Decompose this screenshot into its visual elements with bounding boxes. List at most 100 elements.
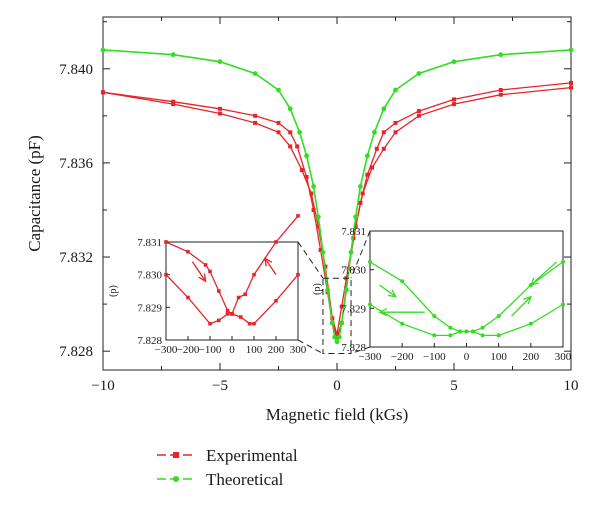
zoom-connector bbox=[350, 346, 371, 354]
inset-point bbox=[252, 321, 256, 326]
theoretical-point bbox=[344, 287, 349, 293]
theoretical-point bbox=[353, 214, 359, 220]
experimental-point bbox=[309, 191, 314, 196]
theoretical-point bbox=[358, 184, 363, 189]
experimental-point bbox=[498, 92, 503, 97]
inset-point bbox=[186, 250, 190, 254]
theoretical-point bbox=[100, 47, 106, 53]
inset-x-tick-label: 0 bbox=[229, 344, 235, 356]
theoretical-point bbox=[451, 59, 457, 65]
inset-experimental: −300 −200 −100 0 100 200 300 7.828 7.829 7.830 7.8… bbox=[108, 214, 307, 356]
inset-point bbox=[230, 312, 234, 316]
inset-x-tick-label: 100 bbox=[490, 351, 507, 363]
experimental-point bbox=[304, 175, 309, 179]
experimental-point bbox=[569, 85, 573, 90]
inset-theoretical: −300 −200 −100 0 100 200 300 7.828 7.829 7.830 7.8… bbox=[312, 226, 572, 363]
y-tick-label: 7.836 bbox=[59, 156, 93, 172]
inset-y-tick-label: 7.829 bbox=[137, 302, 162, 314]
inset-point bbox=[368, 302, 372, 307]
inset-x-tick-label: 300 bbox=[290, 344, 307, 356]
legend: Experimental Theoretical bbox=[157, 446, 298, 489]
theoretical-point bbox=[336, 334, 342, 340]
inset-y-tick-label: 7.831 bbox=[341, 226, 366, 238]
inset-point bbox=[236, 295, 241, 300]
inset-y-tick-label: 7.830 bbox=[341, 265, 366, 277]
theoretical-point bbox=[304, 153, 309, 159]
inset-point bbox=[239, 315, 243, 319]
experimental-point bbox=[318, 248, 323, 252]
theoretical-point bbox=[381, 106, 387, 112]
legend-theoretical-label: Theoretical bbox=[206, 470, 284, 489]
inset-y-tick-label: 7.830 bbox=[137, 270, 162, 282]
experimental-point bbox=[393, 130, 398, 135]
inset-arrow-downleft-shaft bbox=[530, 261, 558, 286]
inset-arrow-downleft-head bbox=[529, 277, 539, 287]
inset-point bbox=[458, 329, 463, 334]
inset-arrow-down-shaft bbox=[191, 261, 207, 282]
experimental-point bbox=[288, 130, 293, 135]
experimental-point bbox=[311, 208, 316, 212]
theoretical-point bbox=[276, 87, 281, 93]
theoretical-point bbox=[365, 153, 370, 159]
x-axis-title: Magnetic field (kGs) bbox=[266, 405, 409, 424]
inset-arrow-down-head bbox=[198, 273, 207, 283]
experimental-point bbox=[370, 165, 375, 170]
experimental-point bbox=[218, 111, 222, 116]
experimental-point bbox=[452, 102, 456, 107]
inset-point bbox=[528, 321, 533, 326]
inset-point bbox=[274, 240, 278, 244]
inset-arrow-down-shaft bbox=[379, 284, 397, 298]
inset-point bbox=[247, 321, 252, 326]
inset-frame bbox=[165, 241, 299, 341]
experimental-line-lower bbox=[102, 82, 572, 335]
inset-point bbox=[274, 299, 278, 303]
experimental-point bbox=[416, 113, 421, 118]
y-tick-label: 7.840 bbox=[59, 62, 93, 78]
experimental-point bbox=[253, 113, 258, 118]
inset-point bbox=[225, 308, 230, 313]
theoretical-point bbox=[252, 71, 258, 76]
theoretical-point bbox=[329, 320, 335, 326]
x-tick-label: 5 bbox=[450, 378, 458, 394]
zoom-connector bbox=[297, 339, 324, 354]
experimental-point bbox=[374, 146, 379, 151]
inset-point bbox=[164, 272, 168, 277]
inset-point bbox=[400, 279, 405, 284]
inset-point bbox=[432, 314, 437, 319]
theoretical-point bbox=[339, 320, 345, 326]
experimental-point bbox=[335, 332, 339, 337]
inset-arrow-upright-shaft bbox=[511, 296, 532, 317]
inset-y-tick-label: 7.831 bbox=[137, 237, 162, 249]
inset-y-axis-title: (p) bbox=[312, 283, 323, 295]
theoretical-point bbox=[498, 52, 504, 58]
inset-x-tick-label: −200 bbox=[177, 344, 200, 356]
inset-y-axis-title: (p) bbox=[108, 285, 119, 297]
inset-arrow-upright-head bbox=[523, 295, 532, 305]
inset-point bbox=[448, 333, 453, 338]
inset-point bbox=[400, 321, 405, 326]
inset-point bbox=[480, 325, 485, 330]
inset-x-tick-label: −300 bbox=[155, 344, 178, 356]
inset-arrow-up-head bbox=[264, 257, 273, 267]
x-tick-label: −5 bbox=[212, 378, 228, 394]
experimental-point bbox=[358, 200, 363, 205]
y-axis-title: Capacitance (pF) bbox=[25, 135, 44, 252]
inset-point bbox=[496, 314, 501, 319]
inset-point bbox=[296, 214, 300, 218]
x-tick-label: 0 bbox=[333, 378, 341, 394]
inset-point bbox=[186, 295, 190, 300]
theoretical-point bbox=[311, 184, 316, 189]
legend-experimental-label: Experimental bbox=[206, 446, 298, 465]
inset-x-tick-label: −100 bbox=[423, 351, 446, 363]
zoom-indicator bbox=[297, 230, 371, 355]
experimental-point bbox=[339, 304, 344, 309]
experimental-point bbox=[218, 106, 222, 111]
inset-arrow-left-head bbox=[378, 308, 388, 317]
experimental-point bbox=[101, 90, 105, 95]
theoretical-point bbox=[332, 334, 338, 340]
legend-experimental-marker bbox=[173, 452, 179, 458]
y-tick-label: 7.828 bbox=[59, 344, 93, 360]
inset-point bbox=[432, 333, 437, 338]
inset-x-tick-label: −200 bbox=[391, 351, 414, 363]
